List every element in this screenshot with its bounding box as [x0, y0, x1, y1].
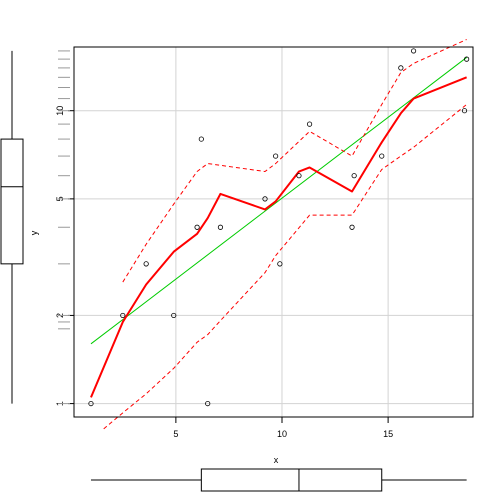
smooth-lower-band	[103, 104, 467, 430]
y-boxplot	[0, 50, 24, 404]
data-point	[277, 261, 283, 267]
y-boxplot-box	[0, 138, 24, 265]
x-tick-label: 10	[277, 429, 287, 439]
rug-layer	[58, 50, 70, 405]
data-point	[306, 121, 313, 127]
data-point	[171, 312, 177, 319]
series-layer	[90, 39, 468, 430]
data-point	[296, 173, 302, 179]
data-point	[120, 312, 126, 319]
grid-layer	[74, 47, 473, 417]
data-point	[379, 153, 385, 159]
data-point	[351, 173, 357, 179]
y-axis-title: y	[29, 230, 39, 235]
regression-line	[90, 57, 467, 345]
x-axis: 5 10 15	[173, 417, 393, 439]
data-point	[273, 153, 279, 159]
data-point	[398, 65, 404, 71]
x-tick-label: 5	[173, 429, 178, 439]
data-point	[143, 261, 149, 267]
data-point	[464, 56, 470, 62]
smooth-upper-band	[122, 39, 467, 283]
x-axis-title: x	[274, 455, 279, 465]
data-point	[88, 400, 94, 407]
data-point	[217, 224, 224, 230]
data-point	[205, 400, 211, 407]
plot-frame	[73, 46, 474, 418]
data-point	[349, 224, 355, 230]
x-tick-label: 15	[383, 429, 393, 439]
data-point	[198, 136, 204, 142]
data-point	[410, 48, 417, 54]
data-point	[461, 108, 468, 114]
points-layer	[88, 48, 470, 407]
data-point	[262, 196, 268, 202]
x-boxplot	[90, 468, 467, 492]
data-point	[194, 224, 200, 230]
x-boxplot-box	[200, 468, 383, 492]
smooth-line	[90, 76, 468, 398]
